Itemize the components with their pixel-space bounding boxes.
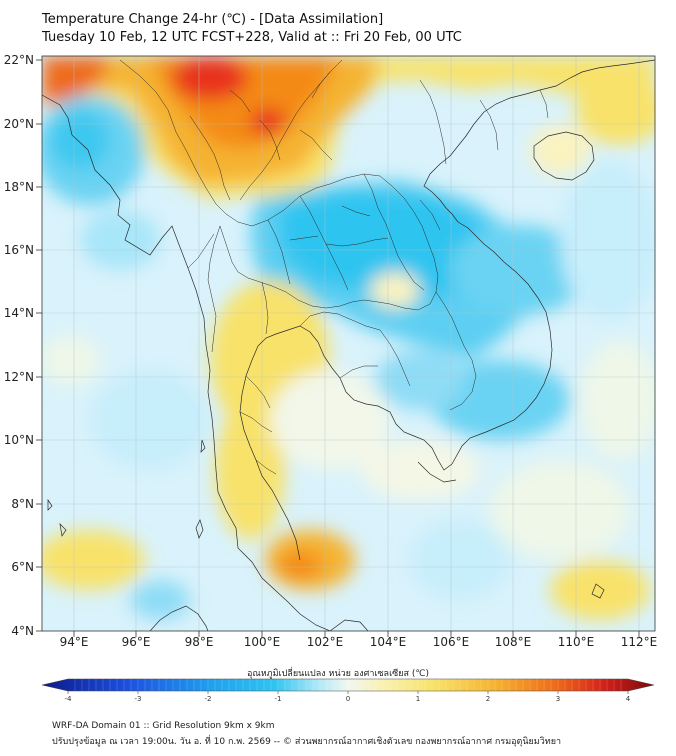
map-subtitle: Tuesday 10 Feb, 12 UTC FCST+228, Valid a… — [42, 30, 462, 45]
y-tick-label: 12°N — [4, 370, 34, 384]
colorbar-tick-label: -4 — [65, 695, 73, 703]
x-tick-label: 110°E — [558, 635, 595, 649]
x-tick-label: 100°E — [244, 635, 281, 649]
colorbar-tick-label: 2 — [486, 695, 490, 703]
axis-ticks — [36, 59, 640, 637]
x-tick-label: 106°E — [433, 635, 470, 649]
y-tick-label: 20°N — [4, 117, 34, 131]
colorbar-tick-label: 0 — [346, 695, 350, 703]
y-tick-label: 8°N — [11, 497, 34, 511]
colorbar-tick-label: -2 — [205, 695, 212, 703]
coastlines — [42, 59, 655, 631]
colorbar-tick-label: -3 — [135, 695, 142, 703]
temperature-field — [42, 56, 655, 631]
footer-domain-info: WRF-DA Domain 01 :: Grid Resolution 9km … — [52, 721, 275, 731]
x-tick-label: 112°E — [621, 635, 658, 649]
colorbar: -4 -3 -2 -1 0 1 2 3 4 — [41, 678, 655, 703]
x-tick-label: 98°E — [185, 635, 214, 649]
colorbar-tick-label: 3 — [556, 695, 560, 703]
y-tick-label: 10°N — [4, 433, 34, 447]
x-tick-label: 104°E — [370, 635, 407, 649]
y-tick-label: 18°N — [4, 180, 34, 194]
colorbar-tick-label: 1 — [416, 695, 420, 703]
y-tick-label: 4°N — [11, 624, 34, 638]
x-tick-label: 102°E — [307, 635, 344, 649]
map-title: Temperature Change 24-hr (℃) - [Data Ass… — [42, 12, 384, 27]
colorbar-tick-label: 4 — [626, 695, 631, 703]
map-frame — [41, 55, 656, 632]
y-tick-label: 16°N — [4, 243, 34, 257]
x-tick-label: 96°E — [122, 635, 151, 649]
y-tick-label: 14°N — [4, 306, 34, 320]
grid-lines — [42, 56, 655, 631]
footer-update-info: ปรับปรุงข้อมูล ณ เวลา 19:00น. วัน อ. ที่… — [52, 737, 562, 747]
y-tick-label: 6°N — [11, 560, 34, 574]
x-tick-label: 94°E — [60, 635, 89, 649]
x-tick-label: 108°E — [495, 635, 532, 649]
colorbar-tick-label: -1 — [275, 695, 282, 703]
colorbar-title: อุณหภูมิเปลี่ยนแปลง หน่วย องศาเซลเซียส (… — [246, 669, 430, 679]
y-tick-label: 22°N — [4, 53, 34, 67]
country-borders — [119, 59, 549, 475]
